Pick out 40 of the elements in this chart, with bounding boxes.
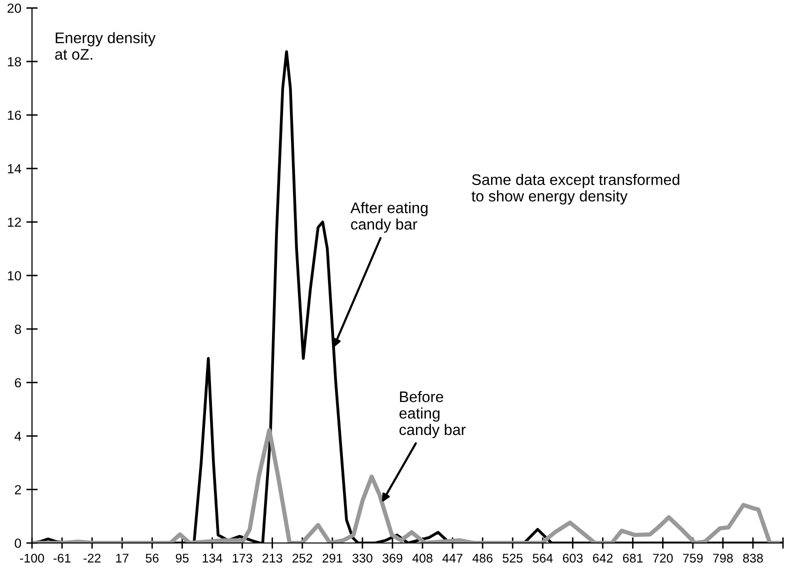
x-tick-label: 681 [623, 554, 643, 563]
x-tick-label: 17 [116, 554, 128, 562]
x-tick-label: 369 [382, 554, 402, 563]
x-tick-label: 252 [292, 554, 312, 563]
annotation: Same data except transformed to show energy density [472, 174, 680, 205]
y-tick-label: 12 [8, 218, 21, 227]
x-tick-label: 447 [442, 554, 462, 562]
y-tick-label: 20 [8, 4, 22, 13]
x-tick-label: -100 [20, 554, 44, 563]
y-tick-label: 14 [8, 164, 22, 174]
y-tick-label: 8 [14, 324, 22, 334]
x-tick-label: 838 [743, 554, 763, 563]
x-tick-label: -22 [84, 554, 100, 562]
annotation: Energy density at oZ. [55, 32, 156, 60]
x-tick-label: 408 [412, 554, 432, 563]
x-tick-label: 486 [472, 554, 492, 563]
annotation: Before eating candy bar [399, 391, 466, 438]
x-tick-label: 798 [713, 554, 733, 563]
x-tick-label: 759 [683, 554, 703, 563]
x-tick-label: 56 [146, 554, 159, 563]
x-tick-label: 95 [176, 554, 189, 563]
x-tick-label: 603 [562, 554, 583, 563]
x-tick-label: 642 [592, 554, 613, 563]
y-tick-label: 4 [14, 432, 22, 441]
y-tick-label: 2 [14, 485, 21, 494]
y-tick-label: 6 [14, 378, 22, 388]
y-tick-label: 16 [8, 110, 22, 120]
annotation: After eating candy bar [350, 202, 428, 233]
x-tick-label: 173 [232, 554, 252, 563]
x-tick-label: 720 [653, 554, 673, 563]
x-tick-label: 134 [202, 554, 222, 563]
y-tick-label: 0 [14, 538, 22, 548]
x-tick-label: 525 [502, 554, 523, 563]
x-tick-label: 564 [532, 554, 553, 563]
y-tick-label: 18 [8, 57, 22, 66]
x-tick-label: 213 [262, 554, 282, 563]
x-tick-label: 330 [352, 554, 372, 563]
x-tick-label: -61 [54, 554, 70, 563]
x-tick-label: 291 [322, 554, 342, 563]
y-tick-label: 10 [8, 271, 22, 280]
